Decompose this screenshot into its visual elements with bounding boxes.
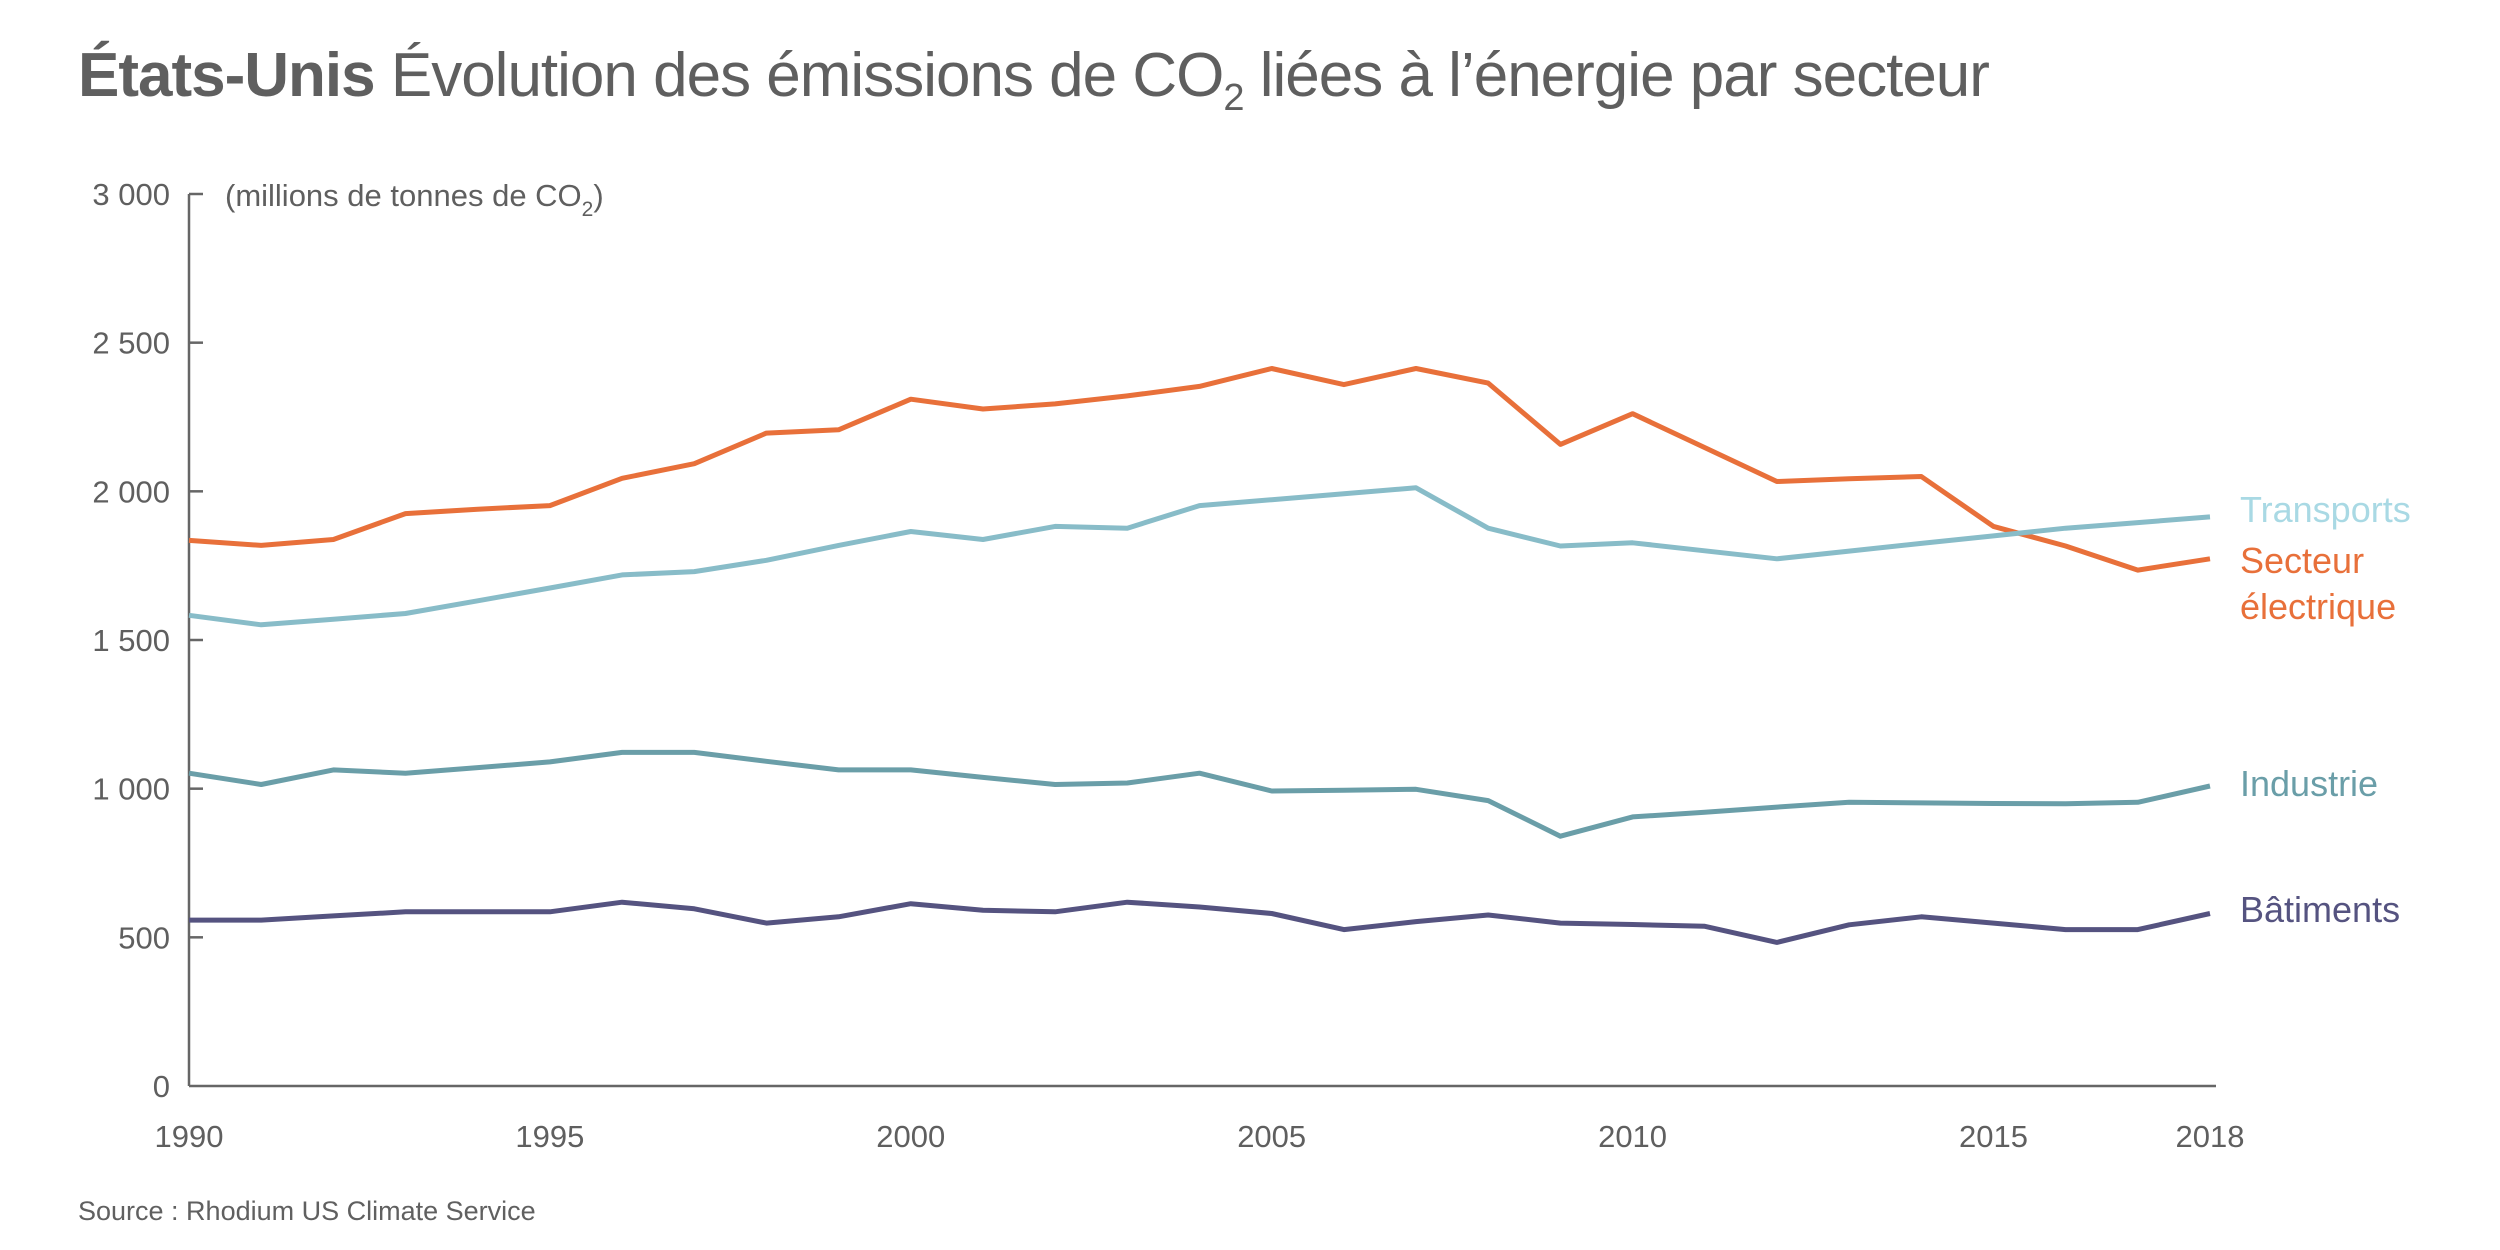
y-tick-label: 1 000	[92, 772, 170, 807]
y-tick-label: 2 500	[92, 326, 170, 361]
legend-label-line: Bâtiments	[2240, 889, 2400, 930]
series-line-industrie	[188, 749, 2211, 839]
series-group	[188, 366, 2211, 945]
legend-label-industrie: Industrie	[2240, 763, 2378, 804]
legend-label-transports: Transports	[2240, 489, 2411, 530]
series-line-transports	[188, 485, 2211, 628]
x-tick-label: 1990	[155, 1119, 224, 1154]
chart-title-text: Évolution des émissions de CO	[374, 41, 1225, 110]
x-tick-label: 1995	[515, 1119, 584, 1154]
x-tick-label: 2000	[876, 1119, 945, 1154]
y-axis-unit-subscript: 2	[582, 198, 594, 221]
chart-title-country: États-Unis	[78, 41, 376, 110]
source-note: Source : Rhodium US Climate Service	[78, 1196, 536, 1226]
series-line-secteur-electrique	[188, 366, 2211, 573]
x-tick-label: 2015	[1959, 1119, 2028, 1154]
series-line-batiments	[189, 899, 2211, 945]
legend-label-line: Transports	[2240, 489, 2411, 530]
legend-label-secteur-electrique: Secteur électrique	[2240, 540, 2396, 627]
chart-title-text-end: liées à l’énergie par secteur	[1243, 41, 1990, 110]
y-axis-unit-label: (millions de tonnes de CO2)	[225, 178, 604, 221]
y-axis-unit-close: )	[593, 178, 603, 213]
x-tick-label: 2018	[2176, 1119, 2245, 1154]
legend-label-batiments: Bâtiments	[2240, 889, 2400, 930]
legend-label-line: électrique	[2240, 586, 2396, 627]
legend: Secteur électrique Transports Industrie Bâti…	[2240, 489, 2411, 930]
y-axis-unit-text: (millions de tonnes de CO	[225, 178, 582, 213]
axes: 0 500 1 000 1 500 2 000 2 500 3 000 1990 1995 200…	[92, 177, 2244, 1154]
y-tick-label: 3 000	[92, 177, 170, 212]
legend-label-line: Secteur	[2240, 540, 2364, 581]
y-tick-label: 0	[153, 1069, 170, 1104]
chart-title-subscript: 2	[1223, 77, 1244, 119]
x-tick-label: 2010	[1598, 1119, 1667, 1154]
chart-title: États-Unis Évolution des émissions de CO…	[78, 40, 1990, 120]
x-tick-label: 2005	[1237, 1119, 1306, 1154]
legend-label-line: Industrie	[2240, 763, 2378, 804]
y-tick-label: 2 000	[92, 474, 170, 509]
y-tick-label: 500	[118, 920, 170, 955]
y-tick-label: 1 500	[92, 623, 170, 658]
